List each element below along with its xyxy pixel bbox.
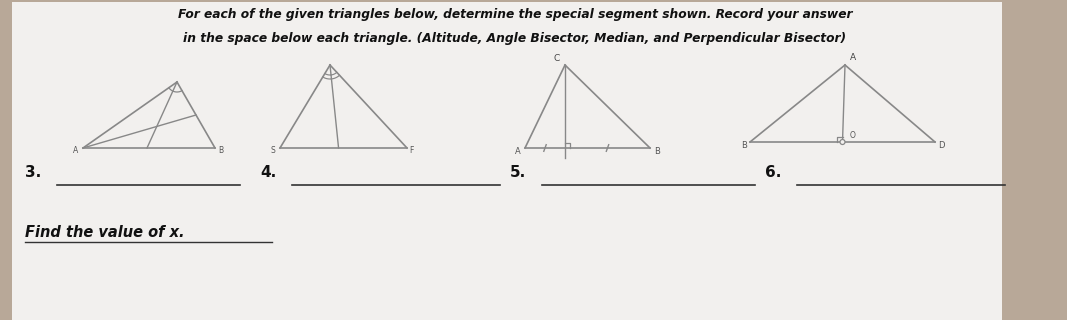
Text: F: F	[409, 146, 413, 155]
Text: O: O	[849, 131, 856, 140]
Text: Find the value of x.: Find the value of x.	[25, 225, 185, 240]
Text: C: C	[554, 54, 560, 63]
Text: A: A	[850, 53, 856, 62]
Text: 4.: 4.	[260, 165, 276, 180]
Text: D: D	[938, 141, 944, 150]
Text: For each of the given triangles below, determine the special segment shown. Reco: For each of the given triangles below, d…	[178, 8, 853, 21]
Text: B: B	[742, 141, 747, 150]
Circle shape	[840, 140, 845, 145]
Text: 5.: 5.	[510, 165, 526, 180]
Text: A: A	[515, 147, 521, 156]
Text: B: B	[654, 147, 659, 156]
Text: 3.: 3.	[25, 165, 42, 180]
Text: A: A	[74, 146, 79, 155]
Text: 6.: 6.	[765, 165, 781, 180]
Text: in the space below each triangle. (Altitude, Angle Bisector, Median, and Perpend: in the space below each triangle. (Altit…	[184, 32, 846, 45]
Text: S: S	[271, 146, 275, 155]
Text: B: B	[219, 146, 224, 155]
FancyBboxPatch shape	[12, 2, 1002, 320]
